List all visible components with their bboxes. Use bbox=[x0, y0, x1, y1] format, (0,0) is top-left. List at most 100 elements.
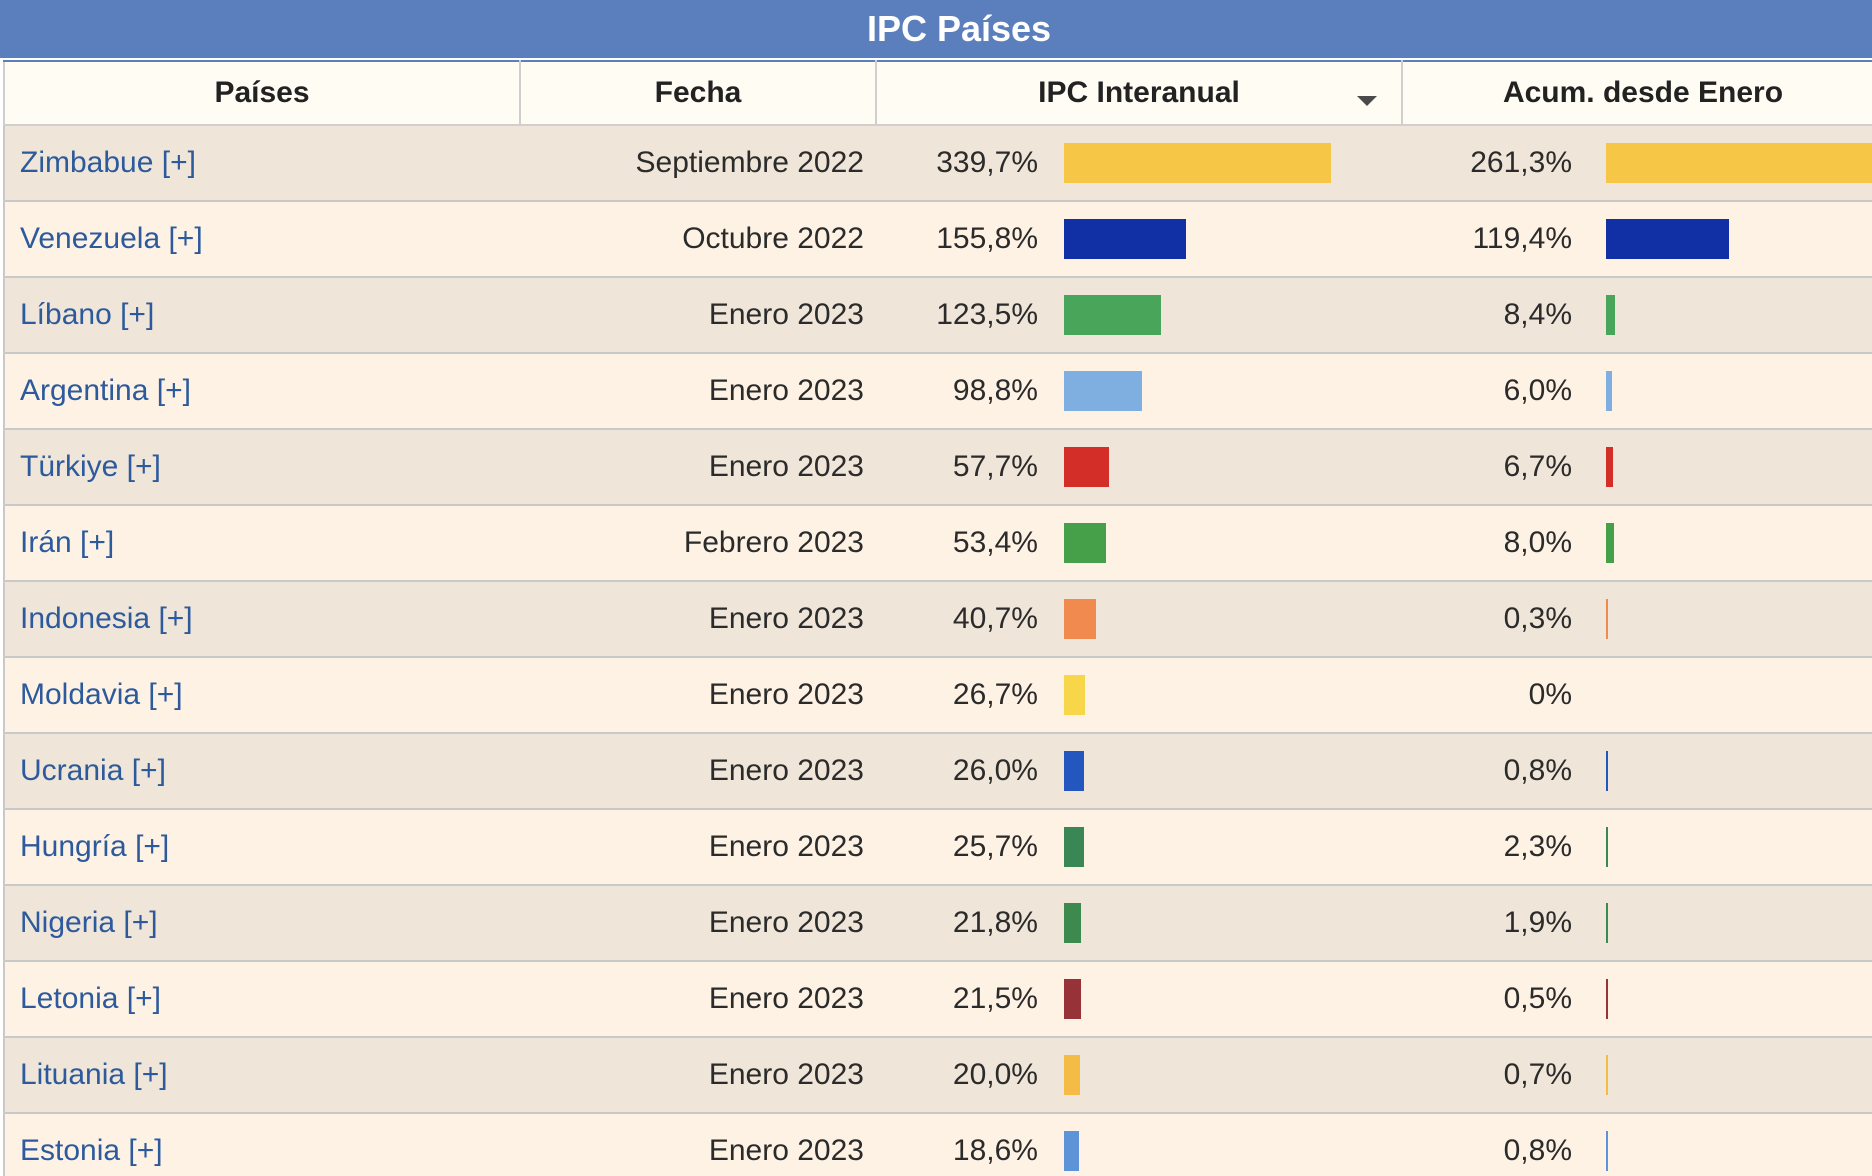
table-row: Hungría [+] Enero 2023 25,7% 2,3% bbox=[3, 808, 1872, 886]
ipc-value: 26,0% bbox=[952, 754, 1038, 787]
ipc-value: 26,7% bbox=[952, 678, 1038, 711]
acum-bar bbox=[1606, 827, 1609, 867]
ipc-bar-track bbox=[1064, 675, 1402, 715]
column-header-pais-label: Países bbox=[214, 76, 310, 109]
ipc-cell: 25,7% bbox=[876, 808, 1402, 886]
ipc-value: 155,8% bbox=[936, 222, 1038, 255]
country-cell: Argentina [+] bbox=[3, 352, 520, 430]
ipc-value: 21,8% bbox=[952, 906, 1038, 939]
country-cell: Türkiye [+] bbox=[3, 428, 520, 506]
acum-cell: 1,9% bbox=[1402, 884, 1872, 962]
acum-bar-track bbox=[1606, 827, 1872, 867]
ipc-bar bbox=[1064, 143, 1331, 183]
acum-cell: 0,3% bbox=[1402, 580, 1872, 658]
ipc-bar-track bbox=[1064, 751, 1402, 791]
table-row: Irán [+] Febrero 2023 53,4% 8,0% bbox=[3, 504, 1872, 582]
acum-bar bbox=[1606, 599, 1608, 639]
acum-bar-track bbox=[1606, 751, 1872, 791]
acum-value: 0% bbox=[1528, 678, 1572, 711]
acum-cell: 0,8% bbox=[1402, 1112, 1872, 1176]
header-row: Países Fecha IPC Interanual Acum. desde … bbox=[3, 60, 1872, 126]
ipc-bar-track bbox=[1064, 219, 1402, 259]
sort-descending-icon[interactable] bbox=[1357, 96, 1377, 106]
acum-value: 0,8% bbox=[1503, 754, 1572, 787]
country-link[interactable]: Argentina [+] bbox=[20, 374, 191, 407]
acum-bar bbox=[1606, 295, 1615, 335]
ipc-cell: 21,5% bbox=[876, 960, 1402, 1038]
column-header-fecha[interactable]: Fecha bbox=[519, 60, 877, 126]
acum-bar-track bbox=[1606, 219, 1872, 259]
country-link[interactable]: Irán [+] bbox=[20, 526, 115, 559]
ipc-cell: 155,8% bbox=[876, 200, 1402, 278]
ipc-bar bbox=[1064, 295, 1162, 335]
ipc-value: 25,7% bbox=[952, 830, 1038, 863]
country-link[interactable]: Hungría [+] bbox=[20, 830, 170, 863]
acum-bar-track bbox=[1606, 1055, 1872, 1095]
acum-bar bbox=[1606, 371, 1613, 411]
date-cell: Enero 2023 bbox=[520, 656, 876, 734]
country-cell: Moldavia [+] bbox=[3, 656, 520, 734]
table-row: Moldavia [+] Enero 2023 26,7% 0% bbox=[3, 656, 1872, 734]
column-header-pais[interactable]: Países bbox=[3, 60, 521, 126]
ipc-bar bbox=[1064, 827, 1085, 867]
table-row: Líbano [+] Enero 2023 123,5% 8,4% bbox=[3, 276, 1872, 354]
ipc-countries-table: Países Fecha IPC Interanual Acum. desde … bbox=[3, 60, 1872, 1176]
acum-value: 6,0% bbox=[1503, 374, 1572, 407]
column-header-ipc[interactable]: IPC Interanual bbox=[875, 60, 1403, 126]
acum-value: 0,3% bbox=[1503, 602, 1572, 635]
date-cell: Enero 2023 bbox=[520, 732, 876, 810]
acum-cell: 261,3% bbox=[1402, 124, 1872, 202]
country-link[interactable]: Zimbabue [+] bbox=[20, 146, 196, 179]
table-row: Ucrania [+] Enero 2023 26,0% 0,8% bbox=[3, 732, 1872, 810]
country-cell: Lituania [+] bbox=[3, 1036, 520, 1114]
country-link[interactable]: Ucrania [+] bbox=[20, 754, 166, 787]
acum-value: 2,3% bbox=[1503, 830, 1572, 863]
country-link[interactable]: Venezuela [+] bbox=[20, 222, 203, 255]
acum-bar bbox=[1606, 1055, 1608, 1095]
date-cell: Enero 2023 bbox=[520, 428, 876, 506]
ipc-bar-track bbox=[1064, 599, 1402, 639]
ipc-bar-track bbox=[1064, 143, 1402, 183]
country-cell: Nigeria [+] bbox=[3, 884, 520, 962]
country-link[interactable]: Türkiye [+] bbox=[20, 450, 161, 483]
table-row: Zimbabue [+] Septiembre 2022 339,7% 261,3% bbox=[3, 124, 1872, 202]
ipc-bar-track bbox=[1064, 903, 1402, 943]
country-link[interactable]: Letonia [+] bbox=[20, 982, 161, 1015]
acum-cell: 6,7% bbox=[1402, 428, 1872, 506]
ipc-bar bbox=[1064, 219, 1187, 259]
acum-bar-track bbox=[1606, 523, 1872, 563]
date-cell: Enero 2023 bbox=[520, 960, 876, 1038]
date-cell: Enero 2023 bbox=[520, 352, 876, 430]
country-link[interactable]: Moldavia [+] bbox=[20, 678, 183, 711]
country-link[interactable]: Lituania [+] bbox=[20, 1058, 168, 1091]
acum-bar-track bbox=[1606, 675, 1872, 715]
ipc-value: 339,7% bbox=[936, 146, 1038, 179]
ipc-bar bbox=[1064, 599, 1096, 639]
ipc-bar bbox=[1064, 903, 1082, 943]
country-link[interactable]: Líbano [+] bbox=[20, 298, 155, 331]
country-cell: Letonia [+] bbox=[3, 960, 520, 1038]
ipc-bar-track bbox=[1064, 979, 1402, 1019]
country-link[interactable]: Indonesia [+] bbox=[20, 602, 193, 635]
acum-bar-track bbox=[1606, 979, 1872, 1019]
acum-bar bbox=[1606, 523, 1615, 563]
acum-bar bbox=[1606, 447, 1613, 487]
country-link[interactable]: Estonia [+] bbox=[20, 1134, 163, 1167]
date-cell: Enero 2023 bbox=[520, 276, 876, 354]
country-cell: Indonesia [+] bbox=[3, 580, 520, 658]
table-title-text: IPC Países bbox=[866, 8, 1052, 49]
column-header-acum[interactable]: Acum. desde Enero bbox=[1401, 60, 1872, 126]
ipc-bar-track bbox=[1064, 827, 1402, 867]
ipc-value: 53,4% bbox=[952, 526, 1038, 559]
acum-cell: 6,0% bbox=[1402, 352, 1872, 430]
acum-cell: 0% bbox=[1402, 656, 1872, 734]
ipc-value: 98,8% bbox=[952, 374, 1038, 407]
ipc-cell: 40,7% bbox=[876, 580, 1402, 658]
acum-value: 0,7% bbox=[1503, 1058, 1572, 1091]
date-cell: Enero 2023 bbox=[520, 1036, 876, 1114]
country-link[interactable]: Nigeria [+] bbox=[20, 906, 158, 939]
date-cell: Enero 2023 bbox=[520, 1112, 876, 1176]
ipc-bar bbox=[1064, 751, 1085, 791]
ipc-cell: 57,7% bbox=[876, 428, 1402, 506]
